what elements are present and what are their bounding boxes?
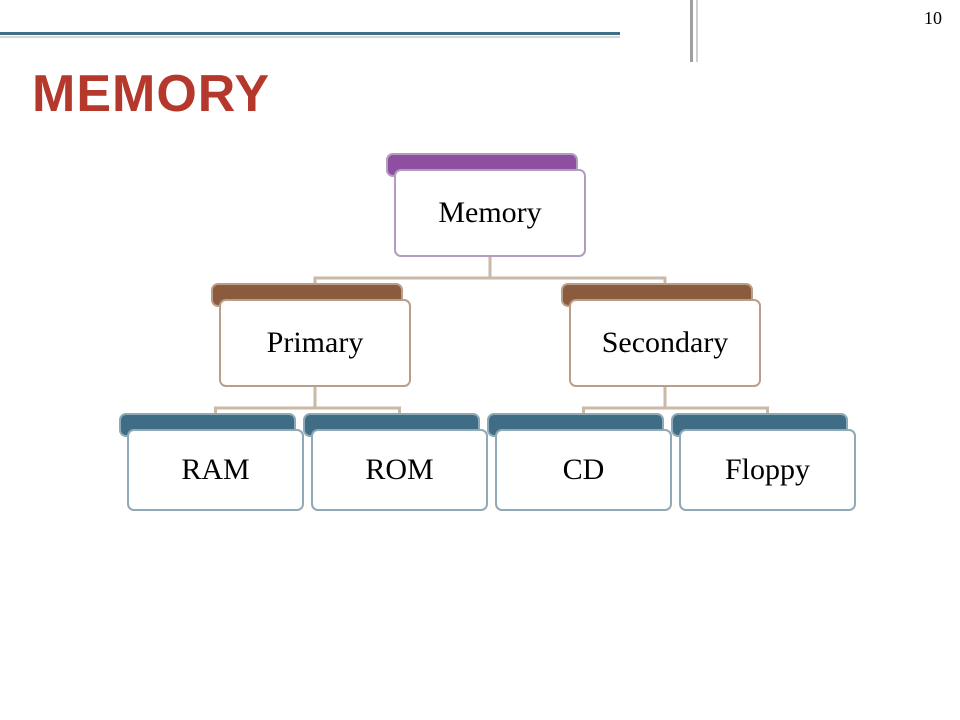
tree-node-secondary: Secondary (562, 284, 760, 386)
tree-node-label: RAM (181, 453, 249, 486)
tree-node-label: CD (563, 453, 605, 486)
tree-node-label: ROM (365, 453, 433, 486)
tree-node-floppy: Floppy (672, 414, 855, 510)
tree-node-label: Secondary (602, 326, 729, 359)
tree-node-label: Floppy (725, 453, 810, 486)
tree-node-label: Memory (438, 196, 541, 229)
tree-node-label: Primary (267, 326, 364, 359)
tree-node-ram: RAM (120, 414, 303, 510)
tree-node-primary: Primary (212, 284, 410, 386)
tree-node-cd: CD (488, 414, 671, 510)
slide: { "page_number": "10", "title": "MEMORY"… (0, 0, 960, 720)
tree-node-rom: ROM (304, 414, 487, 510)
tree-node-memory: Memory (387, 154, 585, 256)
memory-tree-diagram: Memory Primary Secondary RAM ROM CD Floppy (0, 0, 960, 720)
